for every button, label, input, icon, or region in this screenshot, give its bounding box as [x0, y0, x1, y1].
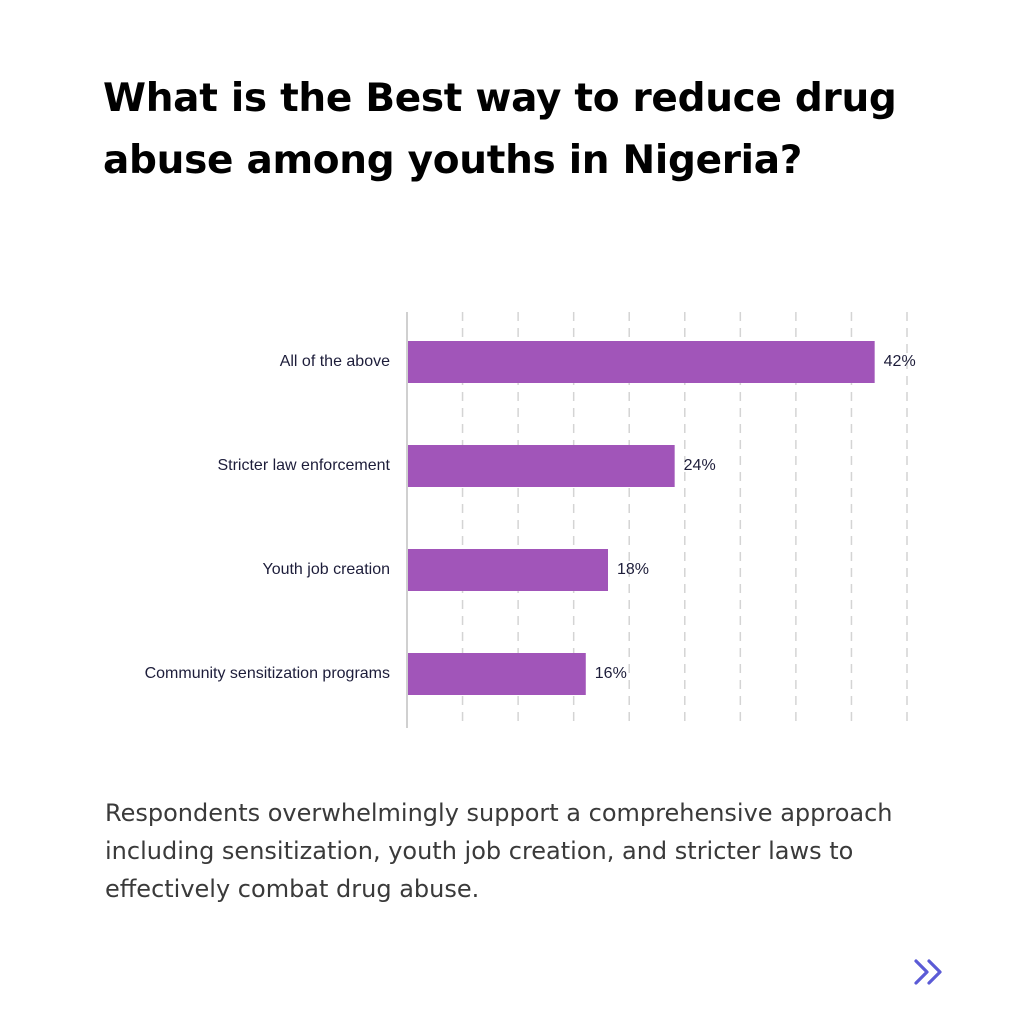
value-label: 42% [884, 353, 916, 370]
value-label: 16% [595, 665, 627, 682]
next-slide-button[interactable] [908, 950, 952, 994]
labels: All of the above 42% Stricter law enforcem… [145, 353, 916, 682]
bar-chart: All of the above 42% Stricter law enforcem… [145, 312, 916, 728]
category-label: Stricter law enforcement [217, 457, 390, 474]
bar [408, 445, 675, 487]
double-chevron-right-icon [914, 959, 942, 985]
bar [408, 549, 608, 591]
bars [408, 341, 875, 695]
category-label: Youth job creation [262, 561, 390, 578]
category-label: Community sensitization programs [145, 665, 390, 682]
value-label: 24% [684, 457, 716, 474]
summary-caption: Respondents overwhelmingly support a com… [105, 799, 893, 903]
category-label: All of the above [280, 353, 390, 370]
value-label: 18% [617, 561, 649, 578]
bar [408, 653, 586, 695]
bar [408, 341, 875, 383]
chart-title: What is the Best way to reduce drug abus… [103, 76, 897, 183]
